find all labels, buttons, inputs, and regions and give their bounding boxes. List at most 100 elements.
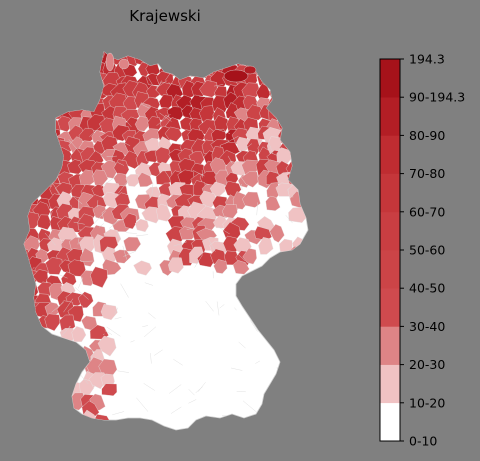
colorbar-tick-label: 40-50 xyxy=(409,281,445,296)
colorbar-bin-3 xyxy=(380,326,400,365)
region-border-line xyxy=(186,227,194,230)
colorbar-tick-label: 20-30 xyxy=(409,357,445,372)
region-border-line xyxy=(68,139,81,154)
region-border-line xyxy=(256,202,258,216)
region-border-line xyxy=(227,155,233,164)
region-border-line xyxy=(156,80,168,88)
map-title: Krajewski xyxy=(129,7,201,25)
region-border-line xyxy=(236,252,246,262)
region-border-line xyxy=(61,325,71,336)
region-border-line xyxy=(197,382,206,392)
region-border-line xyxy=(44,232,56,246)
region-polygon xyxy=(133,260,152,276)
region-border-line xyxy=(102,52,108,59)
region-polygon xyxy=(125,174,141,187)
colorbar-bin-8 xyxy=(380,135,400,174)
colorbar-bin-1 xyxy=(380,402,400,442)
colorbar-bin-6 xyxy=(380,211,400,251)
region-border-line xyxy=(50,211,53,217)
region-polygon xyxy=(45,257,63,275)
region-polygon xyxy=(242,191,261,208)
region-border-line xyxy=(216,301,220,316)
region-border-line xyxy=(242,400,257,413)
region-border-line xyxy=(112,411,125,415)
region-border-line xyxy=(148,312,156,319)
region-polygon xyxy=(179,226,197,240)
region-polygon xyxy=(112,249,132,264)
colorbar-bin-5 xyxy=(380,250,400,289)
region-border-line xyxy=(192,170,205,177)
island-region xyxy=(118,58,130,70)
region-border-line xyxy=(150,353,152,364)
colorbar-tick-label: 194.3 xyxy=(409,52,445,67)
region-border-line xyxy=(122,245,127,260)
region-border-line xyxy=(154,349,163,356)
region-polygon xyxy=(166,106,185,120)
region-border-line xyxy=(80,260,94,262)
region-border-line xyxy=(188,399,197,404)
region-border-line xyxy=(78,277,84,289)
region-border-line xyxy=(68,325,70,329)
region-polygon xyxy=(97,335,117,357)
region-border-line xyxy=(225,135,239,144)
colorbar-bin-2 xyxy=(380,364,400,404)
region-border-line xyxy=(143,326,157,338)
region-border-line xyxy=(102,333,105,335)
region-border-line xyxy=(104,330,112,335)
region-border-line xyxy=(117,162,124,166)
region-border-line xyxy=(117,370,130,373)
region-border-line xyxy=(114,317,122,320)
region-polygon xyxy=(265,195,281,211)
region-border-line xyxy=(106,326,121,337)
region-border-line xyxy=(241,183,243,191)
region-border-line xyxy=(164,73,171,81)
region-border-line xyxy=(194,254,203,268)
region-border-line xyxy=(151,183,154,196)
region-border-line xyxy=(147,76,153,85)
region-border-line xyxy=(52,183,63,198)
region-border-line xyxy=(156,113,171,126)
region-polygon xyxy=(213,259,228,274)
region-border-line xyxy=(136,234,149,237)
colorbar-bin-10 xyxy=(380,59,400,98)
region-border-line xyxy=(188,389,195,396)
region-polygon xyxy=(156,203,172,222)
region-polygon xyxy=(246,104,265,121)
region-border-line xyxy=(89,125,102,137)
colorbar-tick-label: 10-20 xyxy=(409,395,445,410)
region-border-line xyxy=(159,112,172,122)
region-border-line xyxy=(123,250,137,257)
region-border-line xyxy=(116,231,122,241)
island-region xyxy=(243,65,257,75)
region-border-line xyxy=(255,360,261,364)
colorbar-tick-label: 60-70 xyxy=(409,204,445,219)
region-border-line xyxy=(163,168,171,179)
region-border-line xyxy=(126,232,137,234)
region-border-line xyxy=(217,226,230,235)
region-border-line xyxy=(201,169,203,178)
region-polygon xyxy=(123,236,142,252)
region-border-line xyxy=(77,237,80,245)
region-border-line xyxy=(141,103,150,109)
region-polygon xyxy=(122,213,137,230)
region-polygon xyxy=(242,248,257,265)
region-polygon xyxy=(80,247,95,267)
region-border-line xyxy=(208,239,216,252)
region-border-line xyxy=(59,274,68,279)
region-border-line xyxy=(109,219,121,229)
region-polygon xyxy=(71,326,87,342)
region-polygon xyxy=(37,214,52,230)
colorbar-bin-4 xyxy=(380,288,400,327)
colorbar-tick-label: 30-40 xyxy=(409,319,445,334)
colorbar-bin-7 xyxy=(380,173,400,213)
region-border-line xyxy=(205,300,214,312)
region-polygon xyxy=(232,260,250,275)
region-border-line xyxy=(285,215,293,224)
region-border-line xyxy=(122,141,131,146)
region-border-line xyxy=(173,359,183,366)
island-region xyxy=(105,52,115,72)
region-border-line xyxy=(120,283,129,298)
